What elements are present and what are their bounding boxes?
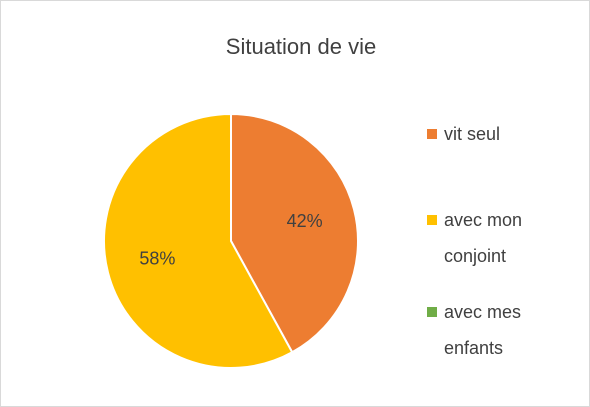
chart-title: Situation de vie (226, 34, 376, 59)
legend-item: avec mes enfants (427, 294, 577, 366)
legend-swatch (427, 307, 437, 317)
legend-item: vit seul (427, 116, 577, 152)
legend-label: vit seul (444, 124, 501, 144)
pie-slice (230, 112, 359, 354)
legend-swatch (427, 215, 437, 225)
data-label: 42% (287, 211, 323, 231)
legend-swatch (427, 129, 437, 139)
legend-item: avec mon conjoint (427, 202, 577, 274)
data-label: 58% (139, 249, 175, 269)
legend-label: avec mon conjoint (444, 210, 523, 266)
legend-label: avec mes enfants (444, 302, 522, 358)
pie-slice (103, 112, 294, 369)
